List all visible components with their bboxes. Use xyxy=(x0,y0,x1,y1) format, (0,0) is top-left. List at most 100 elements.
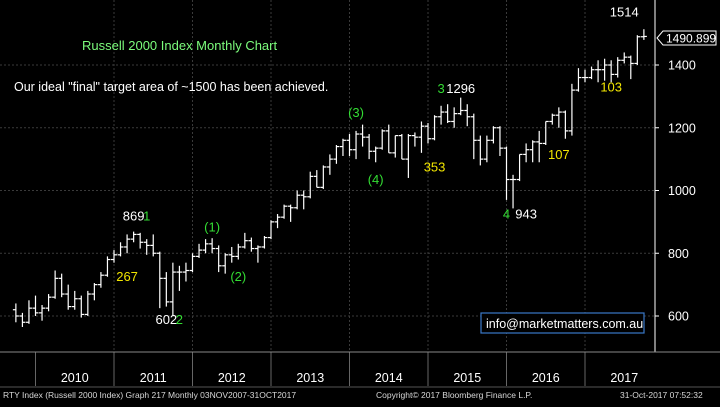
ohlc-bar xyxy=(130,231,137,243)
ohlc-bar xyxy=(281,204,288,219)
annotation-label: 1296 xyxy=(446,81,475,96)
ohlc-bar xyxy=(418,121,425,153)
annotation-label: 1514 xyxy=(610,4,639,19)
ohlc-bar xyxy=(326,154,333,175)
ohlc-bar xyxy=(634,35,641,65)
ohlc-bar xyxy=(274,214,281,229)
ohlc-bar xyxy=(254,245,261,263)
ohlc-bar xyxy=(71,290,78,310)
ohlc-bar xyxy=(268,220,274,240)
ohlc-bar xyxy=(339,138,346,156)
ohlc-bar xyxy=(562,110,569,139)
ohlc-bar xyxy=(372,146,379,163)
ohlc-bar xyxy=(549,113,556,125)
annotation-label: 2 xyxy=(176,312,183,327)
ohlc-bar xyxy=(78,295,85,318)
ohlc-bar xyxy=(320,165,327,189)
ohlc-bar xyxy=(202,239,209,254)
price-bars xyxy=(12,29,647,327)
ohlc-bar xyxy=(503,146,510,200)
annotation-label: (4) xyxy=(368,172,384,187)
ohlc-bar xyxy=(627,55,634,80)
ohlc-bar xyxy=(555,107,562,128)
ohlc-bar xyxy=(91,283,98,301)
ohlc-bar xyxy=(156,251,163,309)
ohlc-bar xyxy=(189,253,196,273)
ohlc-bar xyxy=(32,295,39,316)
ohlc-bar xyxy=(104,256,111,277)
annotation-label: 267 xyxy=(116,269,138,284)
ohlc-bar xyxy=(523,143,530,163)
ohlc-bar xyxy=(97,272,104,288)
ohlc-bar xyxy=(529,140,536,163)
ohlc-bar xyxy=(84,290,91,316)
y-tick-label: 600 xyxy=(668,310,689,324)
y-tick-label: 1400 xyxy=(668,59,696,73)
chart-title: Russell 2000 Index Monthly Chart xyxy=(82,38,277,53)
ohlc-bar xyxy=(621,52,628,64)
ohlc-bar xyxy=(614,57,621,78)
x-tick-label: 2017 xyxy=(610,371,638,385)
annotation-label: 1 xyxy=(143,208,150,223)
ohlc-bar xyxy=(542,120,549,146)
ohlc-bar xyxy=(12,303,19,323)
ohlc-bar xyxy=(261,235,268,249)
footer-left-text: RTY Index (Russell 2000 Index) Graph 217… xyxy=(3,390,296,400)
annotation-label: (3) xyxy=(348,105,364,120)
y-tick-label: 1000 xyxy=(668,184,696,198)
ohlc-bar xyxy=(431,115,438,141)
ohlc-bar xyxy=(346,134,353,156)
watermark-box[interactable]: info@marketmatters.com.au xyxy=(480,312,645,334)
watermark-email-link[interactable]: info@marketmatters.com.au xyxy=(486,317,643,331)
last-price-label: 1490.899 xyxy=(666,32,716,46)
y-tick-label: 800 xyxy=(668,247,689,261)
footer-center-text: Copyright© 2017 Bloomberg Finance L.P. xyxy=(376,390,532,400)
ohlc-bar xyxy=(568,83,575,136)
ohlc-bar xyxy=(588,66,595,80)
ohlc-bar xyxy=(313,170,320,188)
ohlc-bar xyxy=(182,262,189,282)
footer-right-text: 31-Oct-2017 07:52:32 xyxy=(620,390,703,400)
ohlc-bar xyxy=(294,190,301,210)
x-tick-label: 2014 xyxy=(375,371,403,385)
axes-layer: 600 800 1000 1200 1400 2010 2011 2012 2013 2014 20… xyxy=(0,0,720,388)
x-tick-label: 2013 xyxy=(296,371,324,385)
ohlc-bar xyxy=(300,190,307,210)
ohlc-bar xyxy=(143,239,150,255)
annotation-label: 103 xyxy=(600,80,622,95)
ohlc-bar xyxy=(510,174,517,209)
annotation-label: 107 xyxy=(548,147,570,162)
ohlc-bar xyxy=(366,134,373,160)
annotation-label: 353 xyxy=(424,160,446,175)
ohlc-bar xyxy=(457,97,464,116)
ohlc-bar xyxy=(65,284,72,310)
ohlc-bar xyxy=(411,132,418,147)
ohlc-bar xyxy=(398,134,405,160)
ohlc-bar xyxy=(536,130,543,163)
ohlc-bar xyxy=(575,68,582,92)
ohlc-bar xyxy=(333,145,340,164)
x-tick-label: 2016 xyxy=(532,371,560,385)
ohlc-bar xyxy=(490,126,497,144)
ohlc-bar xyxy=(392,134,399,158)
x-tick-label: 2012 xyxy=(218,371,246,385)
ohlc-bar xyxy=(150,234,157,257)
x-tick-label: 2010 xyxy=(61,371,89,385)
ohlc-bar xyxy=(516,153,523,182)
ohlc-bar xyxy=(137,232,144,249)
ohlc-bar xyxy=(464,104,471,127)
annotation-label: (1) xyxy=(204,219,220,234)
annotation-label: 4 xyxy=(503,207,510,222)
ohlc-bar xyxy=(111,250,117,263)
ohlc-bar xyxy=(444,104,451,124)
annotation-label: 943 xyxy=(515,207,537,222)
annotation-label: (2) xyxy=(230,269,246,284)
ohlc-bar xyxy=(124,234,131,254)
footer-bar: RTY Index (Russell 2000 Index) Graph 217… xyxy=(3,390,703,400)
ohlc-bar xyxy=(595,60,602,83)
ohlc-bar xyxy=(353,130,360,160)
ohlc-bar xyxy=(58,273,65,298)
